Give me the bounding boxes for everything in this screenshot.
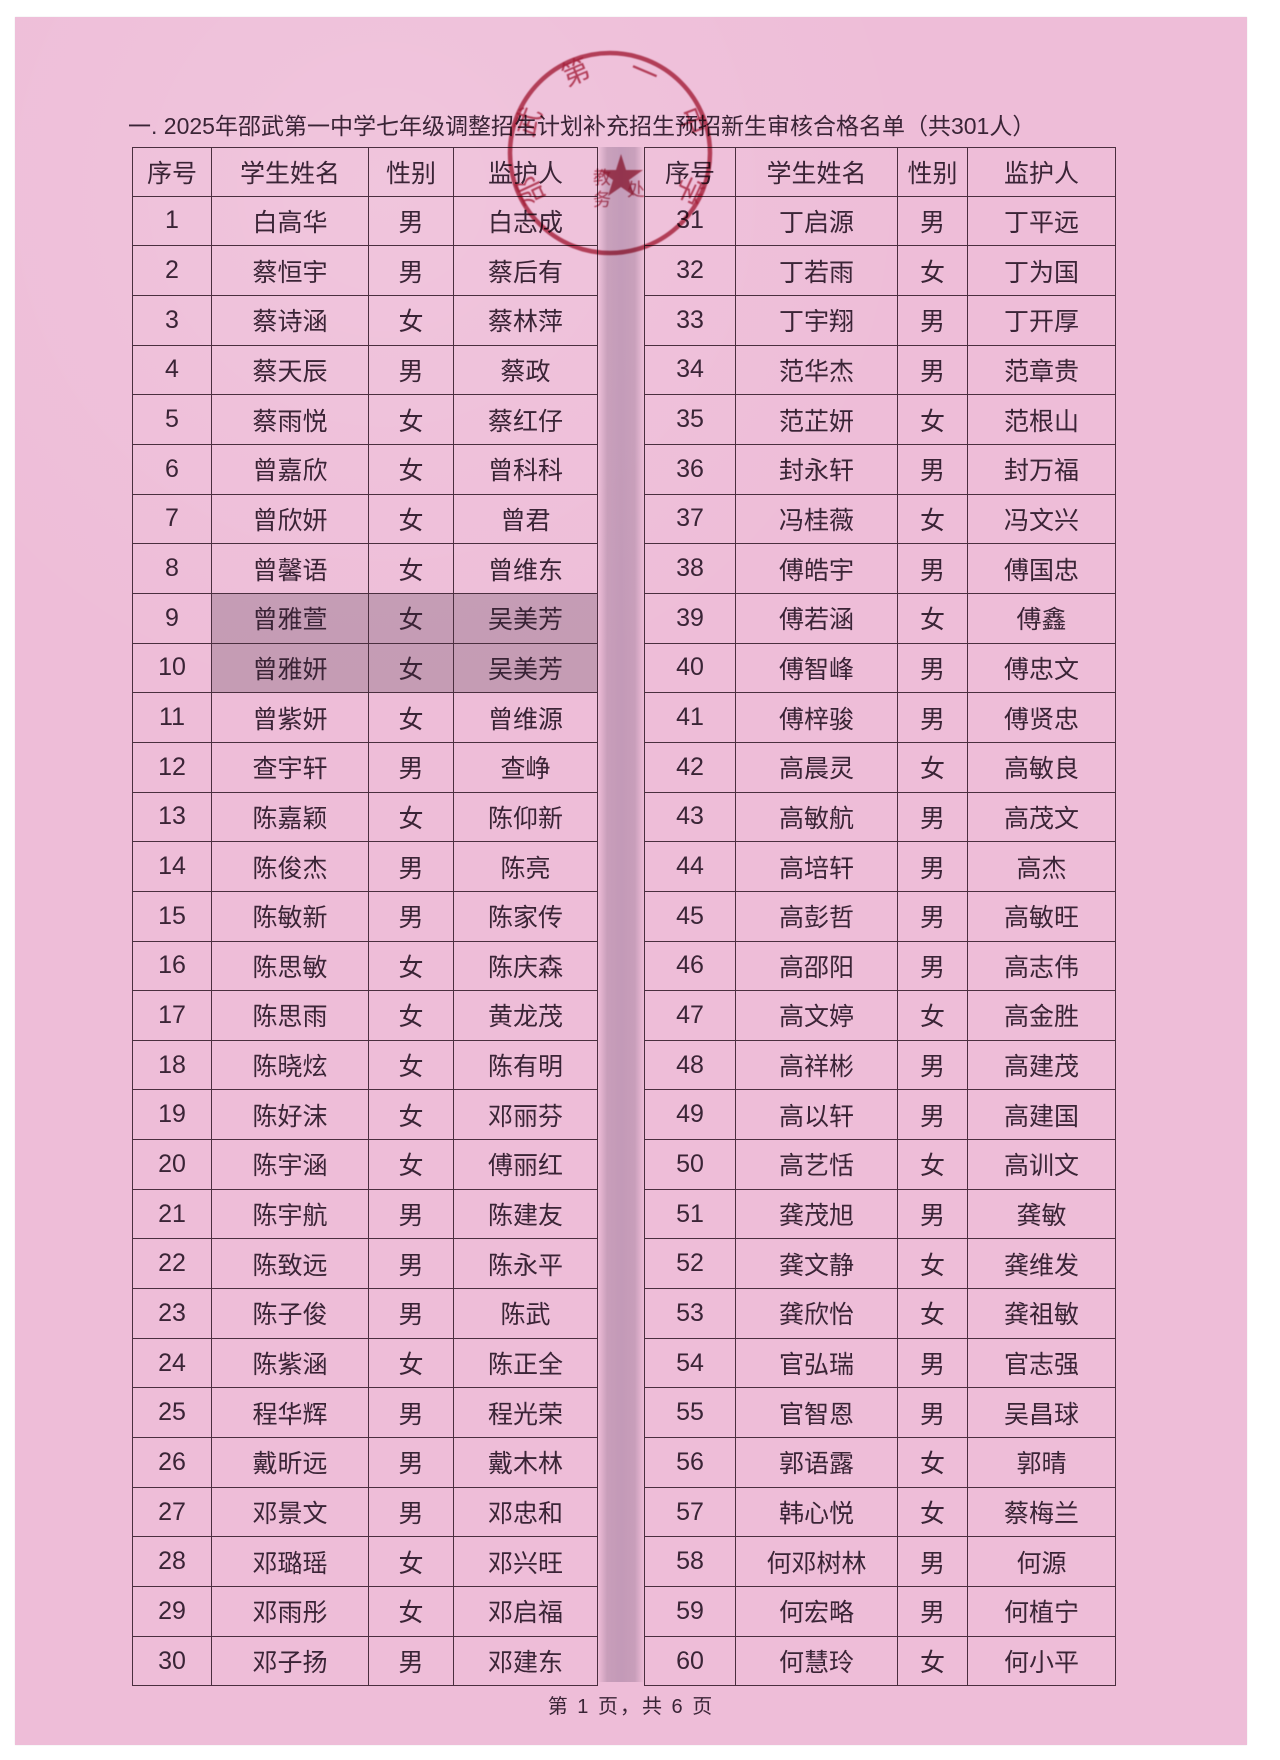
svg-text:中: 中 (672, 103, 711, 140)
svg-text:第: 第 (557, 53, 595, 92)
svg-text:务: 务 (593, 190, 611, 210)
svg-text:一: 一 (625, 53, 663, 92)
svg-text:武: 武 (509, 103, 548, 140)
svg-text:邵: 邵 (511, 171, 551, 209)
svg-text:学: 学 (669, 171, 709, 209)
